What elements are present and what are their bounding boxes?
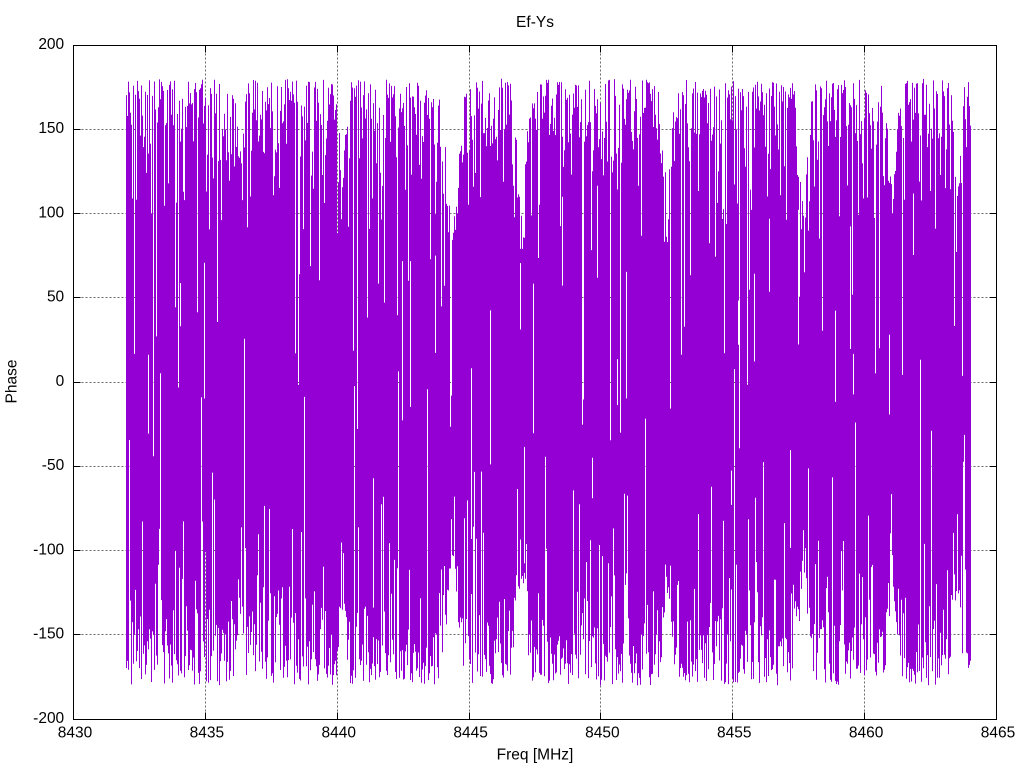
svg-text:Phase: Phase [4,360,21,404]
svg-text:-100: -100 [33,541,64,558]
svg-text:8460: 8460 [849,724,884,741]
svg-text:50: 50 [47,289,65,306]
svg-text:8435: 8435 [190,724,224,741]
svg-text:8440: 8440 [321,724,356,741]
svg-text:-200: -200 [33,710,64,727]
svg-text:-50: -50 [42,457,65,474]
svg-text:8445: 8445 [453,724,487,741]
svg-text:Ef-Ys: Ef-Ys [516,14,554,31]
svg-text:8430: 8430 [58,724,93,741]
svg-text:200: 200 [38,36,64,53]
svg-text:0: 0 [56,373,65,390]
svg-text:-150: -150 [33,626,64,643]
svg-text:8465: 8465 [981,724,1015,741]
svg-text:8455: 8455 [717,724,751,741]
svg-text:Freq [MHz]: Freq [MHz] [497,747,574,764]
svg-text:8450: 8450 [585,724,620,741]
svg-text:100: 100 [38,204,64,221]
svg-text:150: 150 [38,120,64,137]
